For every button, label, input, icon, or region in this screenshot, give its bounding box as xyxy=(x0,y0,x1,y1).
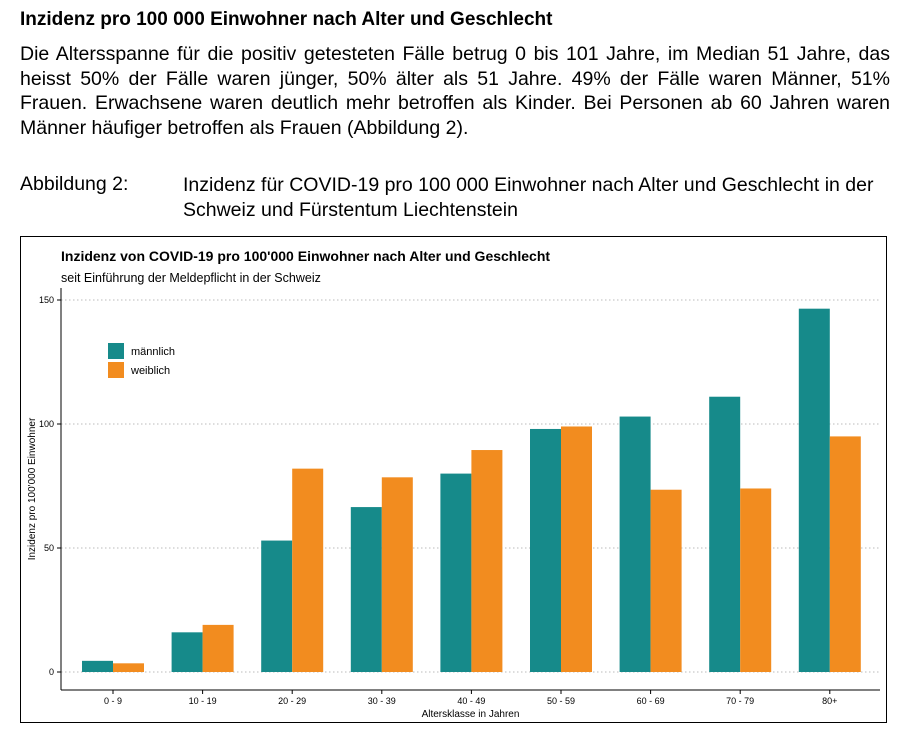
bar-weiblich xyxy=(829,436,861,672)
chart-frame: Inzidenz von COVID-19 pro 100'000 Einwoh… xyxy=(20,236,887,723)
body-paragraph: Die Altersspanne für die positiv geteste… xyxy=(20,43,890,139)
y-tick-label: 0 xyxy=(49,667,54,677)
y-tick-label: 50 xyxy=(44,543,54,553)
bar-maennlich xyxy=(261,540,293,672)
bar-maennlich xyxy=(709,396,741,672)
x-tick-label: 0 - 9 xyxy=(104,696,122,706)
figure-label: Abbildung 2: xyxy=(20,173,129,195)
bar-maennlich xyxy=(350,507,382,672)
x-tick-label: 60 - 69 xyxy=(637,696,665,706)
legend-swatch xyxy=(108,362,124,378)
legend: männlich weiblich xyxy=(108,343,175,378)
bar-chart: Inzidenz von COVID-19 pro 100'000 Einwoh… xyxy=(27,248,880,720)
axes xyxy=(60,288,880,691)
bar-weiblich xyxy=(740,488,772,672)
x-tick-label: 50 - 59 xyxy=(547,696,575,706)
bars xyxy=(82,308,861,672)
chart-title: Inzidenz von COVID-19 pro 100'000 Einwoh… xyxy=(61,248,550,264)
page-heading: Inzidenz pro 100 000 Einwohner nach Alte… xyxy=(20,9,553,30)
bar-maennlich xyxy=(171,632,203,672)
bar-weiblich xyxy=(202,624,234,672)
bar-weiblich xyxy=(113,663,144,672)
legend-label: weiblich xyxy=(130,365,170,377)
x-tick-label: 10 - 19 xyxy=(189,696,217,706)
bar-weiblich xyxy=(561,426,592,672)
bar-maennlich xyxy=(798,308,830,672)
bar-weiblich xyxy=(471,450,503,672)
y-axis-title: Inzidenz pro 100'000 Einwohner xyxy=(27,417,38,560)
ticks: 0 50 100 150 0 - 9 10 - 19 20 - 29 30 - 39 40 - … xyxy=(39,295,837,706)
bar-maennlich xyxy=(82,660,113,672)
bar-weiblich xyxy=(650,489,682,672)
x-tick-label: 20 - 29 xyxy=(278,696,306,706)
y-tick-label: 150 xyxy=(39,295,54,305)
x-axis-title: Altersklasse in Jahren xyxy=(422,709,520,720)
bar-weiblich xyxy=(381,477,413,672)
x-tick-label: 80+ xyxy=(822,696,837,706)
bar-maennlich xyxy=(440,473,472,672)
figure-caption: Inzidenz für COVID-19 pro 100 000 Einwoh… xyxy=(183,174,874,221)
legend-label: männlich xyxy=(131,346,175,358)
bar-maennlich xyxy=(530,428,561,672)
chart-subtitle: seit Einführung der Meldepflicht in der … xyxy=(61,271,321,285)
bar-weiblich xyxy=(292,468,324,672)
legend-swatch xyxy=(108,343,124,359)
x-tick-label: 70 - 79 xyxy=(726,696,754,706)
y-tick-label: 100 xyxy=(39,419,54,429)
x-tick-label: 30 - 39 xyxy=(368,696,396,706)
x-tick-label: 40 - 49 xyxy=(457,696,485,706)
bar-maennlich xyxy=(619,416,651,672)
